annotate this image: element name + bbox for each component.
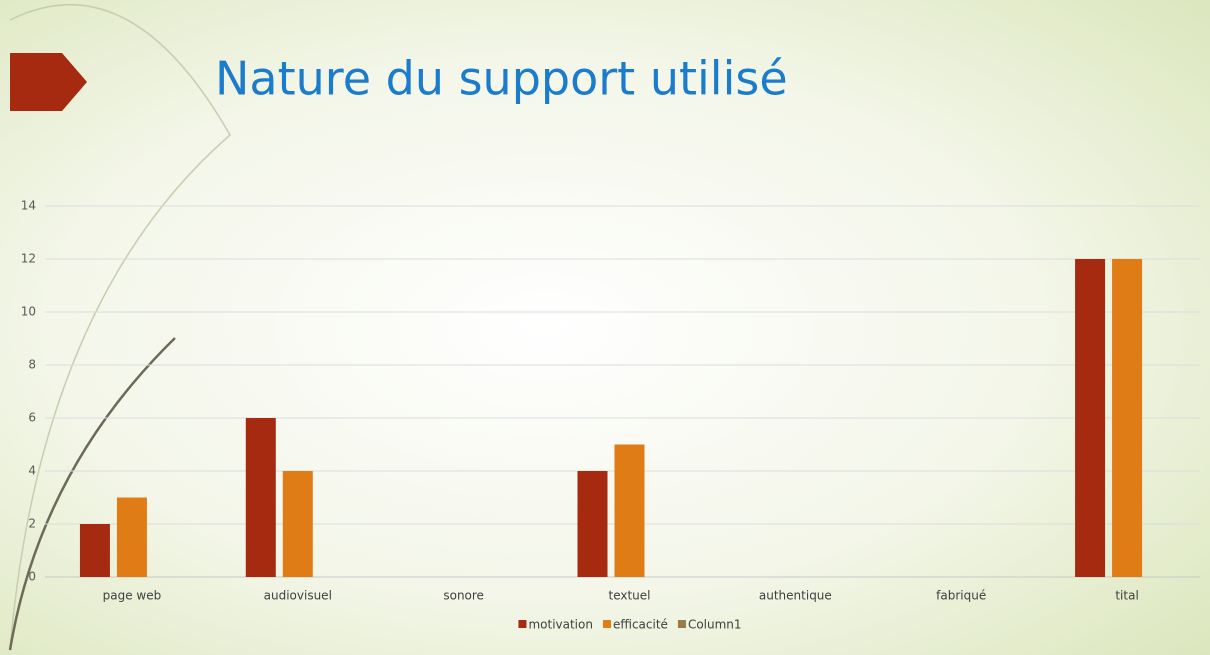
y-tick-label: 2 bbox=[28, 517, 36, 531]
legend-label: Column1 bbox=[688, 618, 742, 632]
x-tick-label: page web bbox=[103, 589, 162, 603]
bar bbox=[577, 471, 608, 577]
chart-title: Nature du support utilisé bbox=[215, 52, 788, 106]
x-tick-label: fabriqué bbox=[936, 589, 986, 603]
bar bbox=[1112, 259, 1143, 577]
x-tick-label: tital bbox=[1115, 589, 1138, 603]
y-tick-label: 0 bbox=[28, 570, 36, 584]
y-tick-label: 10 bbox=[21, 305, 36, 319]
y-tick-label: 8 bbox=[28, 358, 36, 372]
legend-swatch bbox=[677, 620, 686, 628]
x-tick-label: textuel bbox=[608, 589, 650, 603]
legend-swatch bbox=[602, 620, 611, 628]
decor-curve bbox=[8, 337, 176, 651]
x-tick-label: sonore bbox=[443, 589, 484, 603]
legend-swatch bbox=[518, 620, 527, 628]
decor-curve bbox=[9, 4, 231, 651]
bar bbox=[79, 524, 110, 577]
y-tick-label: 14 bbox=[21, 199, 36, 213]
x-tick-label: audiovisuel bbox=[264, 589, 332, 603]
y-tick-label: 12 bbox=[21, 252, 36, 266]
bar bbox=[116, 497, 147, 577]
legend-label: efficacité bbox=[613, 618, 668, 632]
decor-arrow bbox=[10, 53, 87, 111]
bar bbox=[245, 418, 276, 577]
bar bbox=[1075, 259, 1106, 577]
bar bbox=[282, 471, 313, 577]
bar bbox=[614, 444, 645, 577]
y-tick-label: 4 bbox=[28, 464, 36, 478]
y-tick-label: 6 bbox=[28, 411, 36, 425]
x-tick-label: authentique bbox=[759, 589, 832, 603]
legend-label: motivation bbox=[528, 618, 593, 632]
